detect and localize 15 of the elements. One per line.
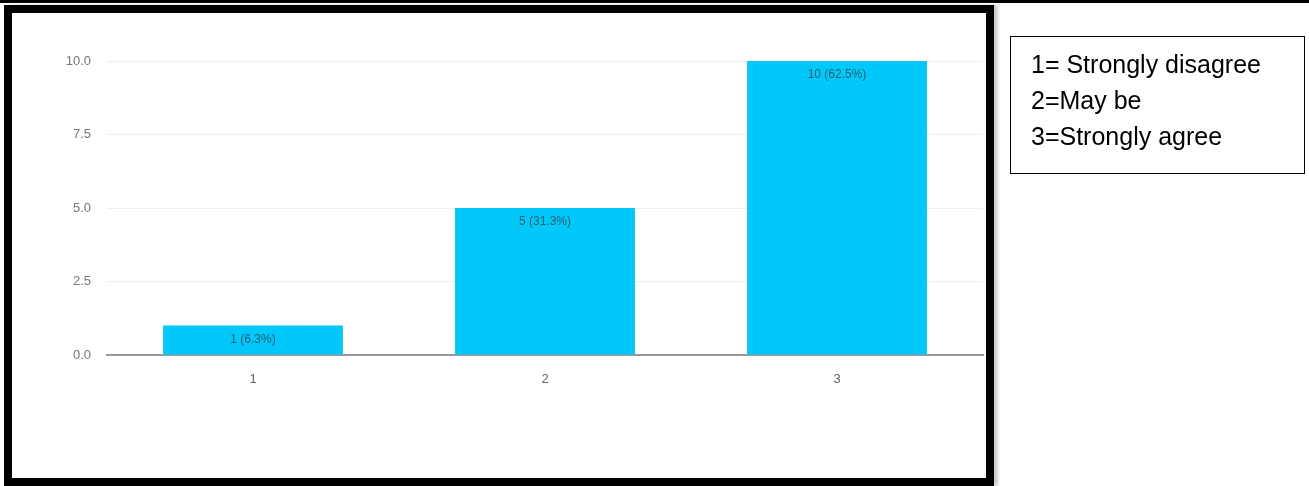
y-tick-label: 0.0 <box>72 346 91 362</box>
x-tick-label: 1 <box>249 371 257 387</box>
note-box: 1= Strongly disagree 2=May be 3=Strongly agree <box>1010 36 1305 174</box>
y-tick-label: 10.0 <box>65 52 91 68</box>
bar <box>163 325 343 355</box>
bar <box>455 208 635 355</box>
data-label: 5 (31.3%) <box>518 214 572 229</box>
y-tick-label: 5.0 <box>72 199 91 215</box>
y-tick-label: 7.5 <box>72 126 91 142</box>
x-tick-label: 2 <box>541 371 549 387</box>
x-tick-label: 3 <box>833 371 841 387</box>
y-tick-label: 2.5 <box>72 273 91 289</box>
bar <box>747 61 927 355</box>
data-label: 1 (6.3%) <box>230 331 276 346</box>
data-label: 10 (62.5%) <box>807 67 867 82</box>
